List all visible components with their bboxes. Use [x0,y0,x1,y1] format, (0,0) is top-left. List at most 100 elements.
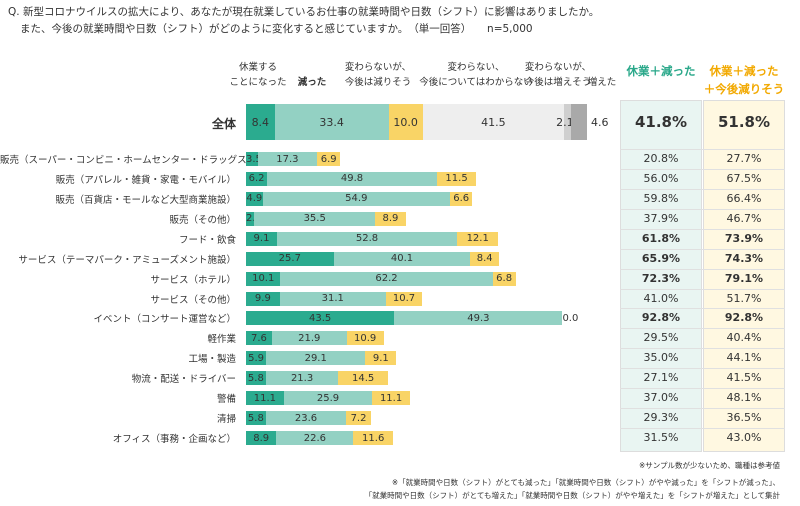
column-value: 35.0% [643,351,679,365]
value-label: 62.2 [375,273,398,285]
value-label: 10.9 [354,332,377,344]
column-value: 56.0% [643,171,679,185]
value-label: 6.8 [496,273,513,285]
bar-segment: 11.5 [436,171,477,186]
column-value: 92.8% [641,311,681,325]
bar-segment: 29.1 [266,351,366,366]
bar-segment: 54.9 [262,191,450,206]
bar-segment: 7.2 [346,411,371,426]
bar-segment: 21.3 [265,371,339,386]
value-label: 21.3 [290,372,314,384]
bar-segment: 17.3 [257,152,317,166]
value-label: 2.1 [556,115,574,129]
legend-label: 休業する ことになった [229,62,287,88]
row-separator [620,388,785,390]
value-label: 8.4 [251,115,270,129]
bar-segment: 14.5 [338,371,388,386]
value-label: 11.1 [253,392,277,404]
value-label: 8.9 [382,213,399,225]
bar-segment: 21.9 [271,331,347,346]
column-value: 44.1% [726,351,762,365]
column-value: 29.5% [643,331,679,345]
column-background [703,100,785,452]
category-label: 工場・製造 [188,354,236,366]
value-label: 4.9 [246,193,263,205]
footnote: 「就業時間や日数（シフト）がとても増えた」「就業時間や日数（シフト）がやや増えた… [364,491,780,500]
column-value: 65.9% [641,251,681,265]
column-value: 51.8% [717,113,771,131]
category-label: 販売（アパレル・雑貨・家電・モバイル） [55,174,236,186]
value-label: 40.1 [390,253,414,265]
bar-segment: 5.8 [246,411,266,426]
column-header: 休業＋減った [626,64,696,78]
column-value: 41.5% [726,371,762,385]
column-header: 休業＋減った ＋今後減りそう [703,64,785,96]
column-value: 41.8% [634,113,688,131]
value-label: 54.9 [345,193,368,205]
bar-segment: 10.9 [346,331,384,346]
category-label: サービス（テーマパーク・アミューズメント施設） [18,254,236,266]
value-label: 5.8 [247,412,264,424]
column-value: 74.3% [724,251,764,265]
column-value: 43.0% [726,431,762,445]
bar-segment: 2.1 [556,104,574,140]
column-value: 79.1% [724,271,764,285]
column-value: 31.5% [643,431,679,445]
row-separator [620,288,785,290]
row-separator [620,248,785,250]
value-label: 7.6 [251,332,267,344]
column-value: 59.8% [643,191,679,205]
column-value: 73.9% [724,231,764,245]
column-value: 92.8% [724,311,764,325]
bar-segment: 49.8 [267,171,437,186]
value-label: 14.5 [351,372,375,384]
value-label: 33.4 [319,115,344,129]
category-label: イベント（コンサート運営など） [93,314,236,326]
bar-segment: 8.9 [246,431,277,446]
value-label: 49.8 [340,173,364,185]
bar-segment: 40.1 [333,251,471,266]
row-separator [620,368,785,370]
value-label: 2.4 [246,213,262,224]
bar-segment: 43.5 [246,311,395,326]
value-label: 5.9 [248,352,264,364]
value-label: 25.9 [316,392,340,404]
value-label: 23.6 [294,412,318,424]
column-value: 72.3% [641,271,681,285]
bar-segment: 7.6 [246,331,272,346]
value-label: 0.0 [562,312,579,324]
value-label: 5.8 [247,372,264,384]
column-background [620,100,702,452]
category-label: 警備 [216,394,236,406]
value-label: 31.1 [321,293,344,304]
value-label: 12.1 [466,233,489,245]
column-value: 51.7% [726,291,762,305]
value-label: 9.1 [253,233,270,245]
category-label: 販売（その他） [169,214,236,226]
column-value: 27.7% [726,152,762,165]
value-label: 21.9 [298,332,321,344]
bar-segment: 11.1 [246,391,284,406]
footnote: ※サンプル数が少ないため、職種は参考値 [638,461,780,470]
value-label: 11.1 [379,392,403,404]
value-label: 11.5 [445,173,468,185]
bar-segment: 9.9 [246,291,280,306]
bar-segment: 3.5 [246,152,262,166]
value-label: 49.3 [467,312,490,324]
value-label: 9.9 [254,293,271,304]
value-label: 7.2 [350,412,367,424]
category-label: 販売（百貨店・モールなど大型商業施設） [55,194,236,206]
category-label: 軽作業 [207,334,236,346]
bar-segment: 35.5 [254,211,376,226]
value-label: 22.6 [303,432,326,444]
bar-segment: 4.6 [571,104,608,140]
value-label: 3.5 [246,153,262,165]
bar-segment: 8.4 [470,251,500,266]
row-separator [620,348,785,350]
column-value: 66.4% [726,191,762,205]
column-value: 41.0% [643,291,679,305]
bar-segment: 31.1 [279,291,386,306]
row-separator [620,168,785,170]
row-separator [620,428,785,430]
